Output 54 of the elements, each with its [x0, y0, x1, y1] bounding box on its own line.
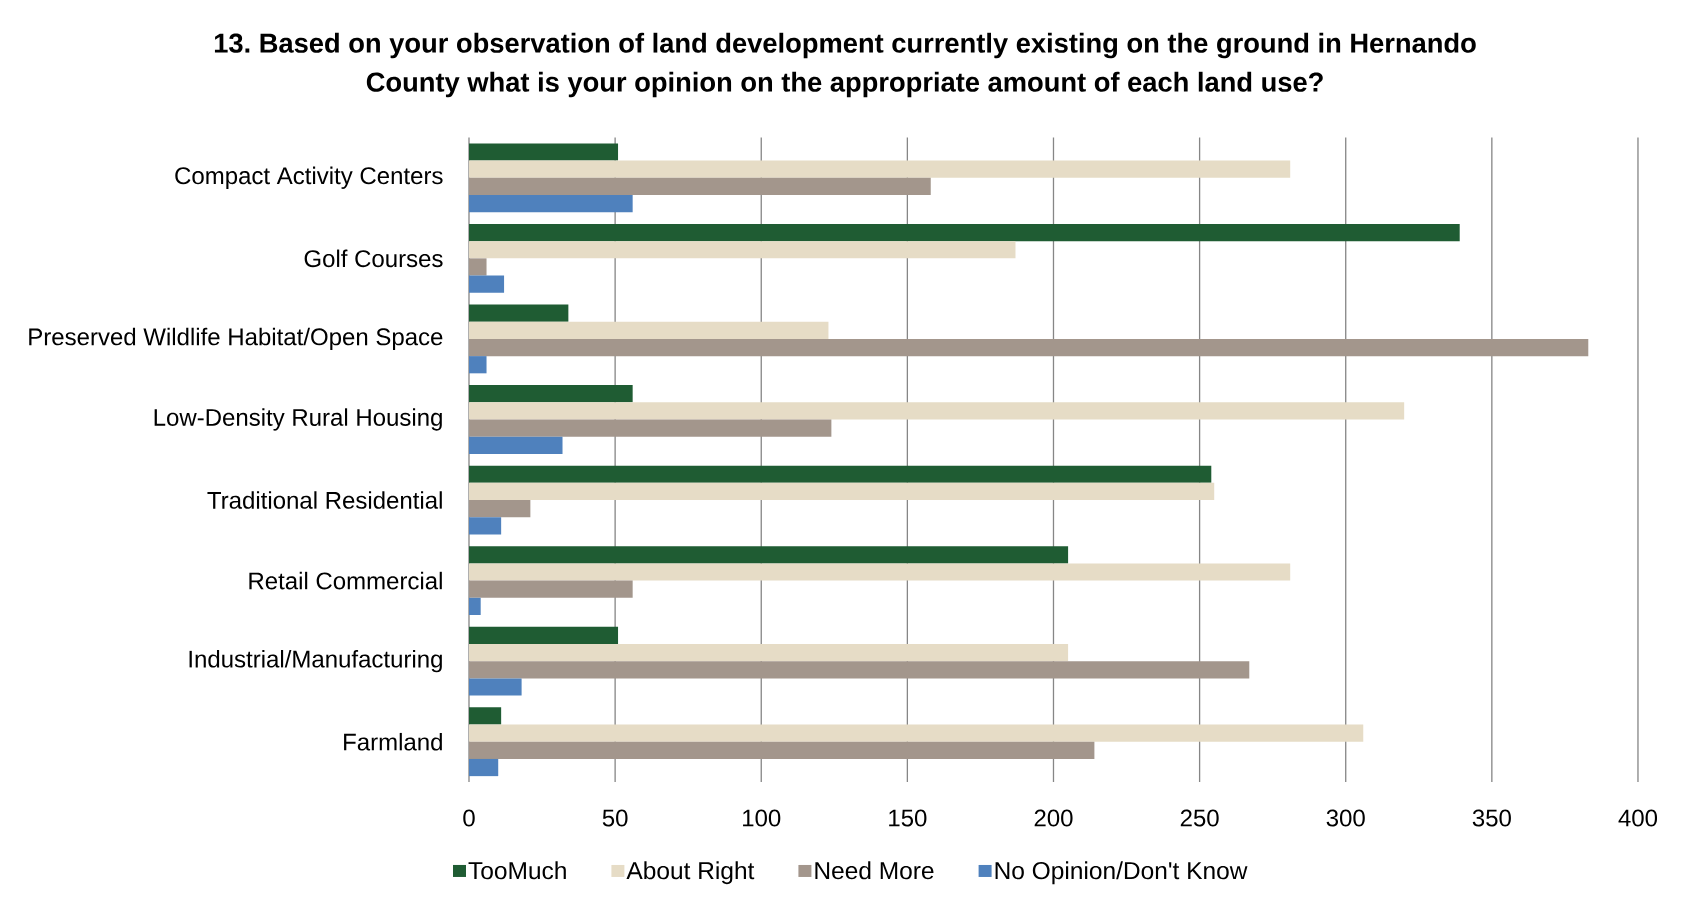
bar	[469, 707, 502, 725]
y-tick-label: Compact Activity Centers	[175, 166, 443, 189]
bar	[469, 419, 832, 437]
bar	[469, 304, 569, 322]
bar	[469, 356, 487, 374]
bar	[469, 160, 1291, 178]
bar	[469, 177, 931, 195]
bar	[469, 678, 522, 696]
y-tick-label: Golf Courses	[304, 249, 443, 268]
bar	[469, 223, 1460, 242]
bar	[469, 402, 1405, 420]
bar	[469, 661, 1250, 679]
y-tick-label: Industrial/Manufacturing	[189, 649, 442, 673]
x-tick-label: 350	[1472, 809, 1511, 827]
bar	[469, 143, 619, 161]
x-tick-label: 400	[1618, 809, 1658, 827]
x-tick-label: 0	[463, 809, 475, 827]
x-tick-label: 150	[889, 809, 927, 827]
legend-label: TooMuch	[468, 861, 566, 880]
legend-label: About Right	[626, 861, 755, 885]
bar	[469, 195, 633, 213]
y-tick-label: Retail Commercial	[249, 571, 442, 590]
y-tick-label: Preserved Wildlife Habitat/Open Space	[29, 327, 443, 351]
y-tick-label: Farmland	[344, 732, 442, 751]
bar	[469, 517, 502, 535]
bar	[469, 465, 1212, 483]
bar	[469, 338, 1589, 357]
bar	[469, 563, 1291, 581]
x-tick-label: 300	[1326, 809, 1365, 827]
x-tick-label: 100	[743, 809, 781, 827]
bar	[469, 758, 499, 777]
bar	[469, 436, 563, 454]
y-tick-label: Traditional Residential	[207, 491, 442, 509]
bar	[469, 500, 531, 518]
bar	[469, 258, 487, 276]
bar	[469, 741, 1095, 759]
bar	[469, 643, 1069, 662]
bar	[469, 626, 619, 644]
bar	[469, 580, 633, 598]
bar	[469, 241, 1016, 259]
bar	[469, 597, 481, 616]
chart-title: 13. Based on your observation of land development currently existing on the ground in Hernando County what is your opinion on the appropriate amount of each land use?	[214, 32, 1476, 98]
x-tick-label: 50	[602, 809, 628, 827]
x-tick-label: 200	[1034, 809, 1073, 827]
legend-label: No Opinion/Don't Know	[995, 861, 1248, 885]
bar	[469, 275, 505, 293]
bar	[469, 385, 633, 403]
bar	[469, 546, 1069, 564]
legend-label: Need More	[815, 861, 934, 880]
bar	[469, 724, 1364, 742]
y-tick-label: Low-Density Rural Housing	[154, 408, 442, 431]
x-tick-label: 250	[1180, 809, 1219, 827]
bar	[469, 321, 829, 339]
bar	[469, 482, 1215, 501]
